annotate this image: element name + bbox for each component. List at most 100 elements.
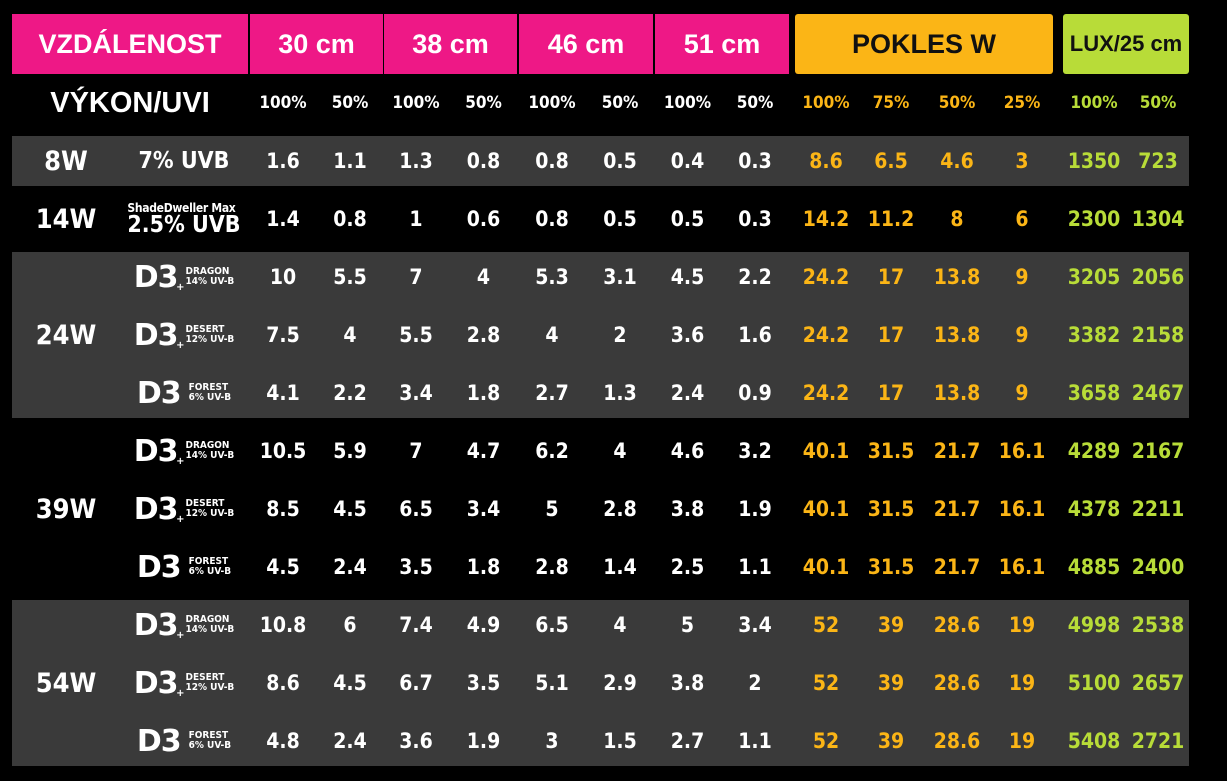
d3-plus-mark: + bbox=[176, 513, 184, 525]
uvi-value: 7 bbox=[409, 265, 423, 289]
uvi-value: 0.3 bbox=[738, 207, 772, 231]
uvi-value: 4.7 bbox=[466, 439, 501, 463]
lamp-label: D3 + DRAGON 14% UV-B bbox=[120, 596, 248, 654]
uvi-value: 5.9 bbox=[333, 439, 367, 463]
uvi-value: 10.5 bbox=[259, 439, 307, 463]
d3-logo: D3 FOREST 6% UV-B bbox=[137, 376, 231, 411]
d3-brand-text: D3 bbox=[133, 259, 179, 295]
lux-value: 4885 bbox=[1067, 555, 1121, 579]
uvi-value: 5.5 bbox=[399, 323, 433, 347]
lux-value: 4289 bbox=[1067, 439, 1121, 463]
uvi-value: 0.4 bbox=[670, 149, 705, 173]
uvi-value: 2.4 bbox=[670, 381, 705, 405]
uvi-value: 4.5 bbox=[333, 671, 367, 695]
drop-value: 40.1 bbox=[802, 439, 850, 463]
drop-value: 16.1 bbox=[998, 497, 1046, 521]
uvi-value: 4.6 bbox=[670, 439, 705, 463]
uvi-value: 1.9 bbox=[738, 497, 772, 521]
d3-logo: D3 + DRAGON 14% UV-B bbox=[134, 260, 235, 295]
subheader-lux: 50% bbox=[1127, 74, 1189, 132]
uvi-value: 4 bbox=[545, 323, 559, 347]
drop-value: 52 bbox=[812, 729, 840, 753]
uvi-value: 4.9 bbox=[466, 613, 501, 637]
lamp-label: D3 FOREST 6% UV-B bbox=[120, 364, 248, 422]
watt-label: 39W bbox=[35, 493, 97, 525]
drop-value: 13.8 bbox=[933, 381, 981, 405]
d3-logo: D3 FOREST 6% UV-B bbox=[137, 550, 231, 585]
d3-variant-name: DRAGON bbox=[185, 439, 230, 451]
d3-variant-name: FOREST bbox=[188, 555, 229, 567]
header-distance-2: 38 cm bbox=[384, 14, 517, 74]
uvi-value: 7 bbox=[409, 439, 423, 463]
drop-value: 40.1 bbox=[802, 497, 850, 521]
uvi-value: 2 bbox=[613, 323, 627, 347]
d3-variant-uvb: 12% UV-B bbox=[185, 334, 235, 345]
lamp-label: D3 + DESERT 12% UV-B bbox=[120, 480, 248, 538]
uvi-value: 4 bbox=[343, 323, 357, 347]
drop-value: 19 bbox=[1008, 613, 1036, 637]
uvi-value: 2 bbox=[748, 671, 762, 695]
lux-value: 3382 bbox=[1067, 323, 1121, 347]
uvi-value: 4.5 bbox=[266, 555, 300, 579]
uvi-value: 4.5 bbox=[333, 497, 367, 521]
subheader-lux: 100% bbox=[1063, 74, 1125, 132]
uvi-value: 4.5 bbox=[670, 265, 705, 289]
subheader-drop: 75% bbox=[859, 74, 923, 132]
drop-value: 9 bbox=[1015, 323, 1029, 347]
lamp-label: D3 + DRAGON 14% UV-B bbox=[120, 422, 248, 480]
drop-value: 21.7 bbox=[933, 439, 981, 463]
uvi-value: 1 bbox=[409, 207, 423, 231]
lux-value: 5100 bbox=[1067, 671, 1121, 695]
header-drop: POKLES W bbox=[795, 14, 1053, 74]
uvi-value: 0.3 bbox=[738, 149, 772, 173]
drop-value: 16.1 bbox=[998, 555, 1046, 579]
lamp-label: ShadeDweller Max 2.5% UVB bbox=[120, 190, 248, 248]
drop-value: 11.2 bbox=[867, 207, 915, 231]
drop-value: 39 bbox=[877, 613, 905, 637]
uvi-value: 2.2 bbox=[738, 265, 772, 289]
subheader-drop: 25% bbox=[991, 74, 1053, 132]
d3-variant-name: DRAGON bbox=[185, 265, 230, 277]
drop-value: 9 bbox=[1015, 265, 1029, 289]
d3-variant-uvb: 12% UV-B bbox=[185, 508, 235, 519]
d3-brand-text: D3 bbox=[133, 433, 179, 469]
d3-brand-text: D3 bbox=[133, 491, 179, 527]
d3-brand-text: D3 bbox=[133, 665, 179, 701]
uvi-value: 4 bbox=[476, 265, 491, 289]
d3-variant: DRAGON 14% UV-B bbox=[185, 265, 234, 288]
lux-value: 2211 bbox=[1131, 497, 1185, 521]
d3-brand: D3 + bbox=[133, 491, 185, 527]
uvi-value: 3.8 bbox=[670, 671, 705, 695]
uvi-value: 0.8 bbox=[333, 207, 367, 231]
d3-plus-mark: + bbox=[176, 281, 184, 293]
d3-variant-name: DESERT bbox=[185, 671, 225, 683]
lux-value: 2721 bbox=[1131, 729, 1185, 753]
d3-logo: D3 + DRAGON 14% UV-B bbox=[134, 434, 235, 469]
lamp-model-name: ShadeDweller Max bbox=[127, 200, 236, 215]
uvi-value: 4 bbox=[613, 439, 627, 463]
drop-value: 17 bbox=[877, 265, 905, 289]
d3-plus-mark: + bbox=[176, 629, 184, 641]
uvi-value: 1.3 bbox=[603, 381, 637, 405]
d3-variant-uvb: 12% UV-B bbox=[185, 682, 235, 693]
drop-value: 19 bbox=[1008, 671, 1036, 695]
drop-value: 24.2 bbox=[802, 265, 850, 289]
drop-value: 40.1 bbox=[802, 555, 850, 579]
d3-variant-name: DESERT bbox=[185, 323, 225, 335]
subheader-uvi: 100% bbox=[250, 74, 316, 132]
drop-value: 28.6 bbox=[933, 613, 981, 637]
header-distance-1: 30 cm bbox=[250, 14, 383, 74]
uvi-value: 3.5 bbox=[399, 555, 433, 579]
uvi-value: 1.4 bbox=[603, 555, 637, 579]
d3-variant-uvb: 14% UV-B bbox=[185, 624, 235, 635]
d3-variant-uvb: 6% UV-B bbox=[188, 740, 232, 751]
uvi-value: 3.2 bbox=[738, 439, 772, 463]
header-power: VÝKON/UVI bbox=[50, 86, 210, 119]
drop-value: 8 bbox=[950, 207, 964, 231]
drop-value: 31.5 bbox=[867, 439, 915, 463]
drop-value: 24.2 bbox=[802, 381, 850, 405]
d3-logo: D3 + DESERT 12% UV-B bbox=[134, 666, 235, 701]
lux-value: 723 bbox=[1138, 149, 1178, 173]
lux-value: 5408 bbox=[1067, 729, 1121, 753]
uvi-value: 3.6 bbox=[670, 323, 705, 347]
